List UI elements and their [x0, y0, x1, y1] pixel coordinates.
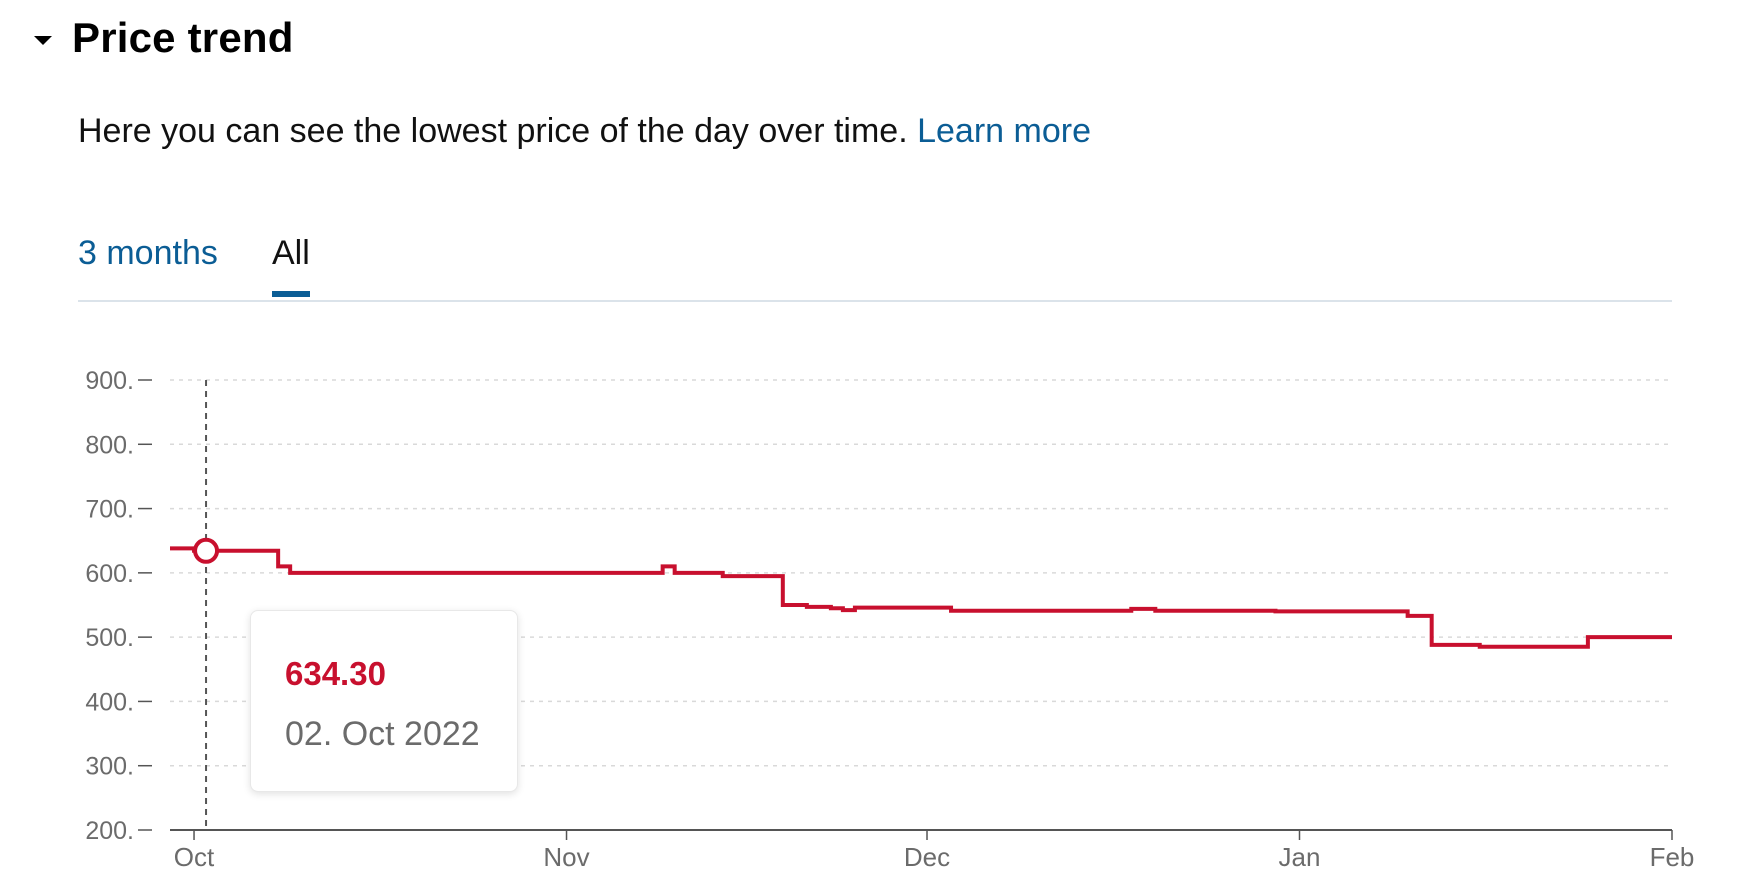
y-tick-label-500: 500.	[85, 624, 134, 652]
x-tick-label-feb: Feb	[1650, 842, 1695, 872]
y-tick-label-200: 200.	[85, 817, 134, 845]
x-tick-label-jan: Jan	[1279, 842, 1321, 872]
y-tick-label-600: 600.	[85, 560, 134, 588]
y-tick-label-300: 300.	[85, 753, 134, 781]
caret-down-icon	[34, 35, 52, 45]
tooltip-date: 02. Oct 2022	[285, 715, 480, 753]
x-tick-label-nov: Nov	[543, 842, 589, 872]
highlight-point	[193, 537, 220, 564]
tab-all[interactable]: All	[272, 234, 310, 297]
x-tick-label-oct: Oct	[174, 842, 215, 872]
learn-more-link[interactable]: Learn more	[917, 112, 1091, 150]
y-tick-label-700: 700.	[85, 496, 134, 524]
section-title: Price trend	[72, 14, 294, 61]
x-tick-label-dec: Dec	[904, 842, 950, 872]
price-tooltip: 634.30 02. Oct 2022	[250, 610, 518, 792]
range-tabs: 3 months All	[78, 228, 1672, 302]
section-description: Here you can see the lowest price of the…	[78, 112, 1091, 151]
section-toggle[interactable]: Price trend	[34, 14, 294, 62]
y-tick-label-400: 400.	[85, 688, 134, 716]
price-step-line	[170, 546, 1672, 649]
description-text: Here you can see the lowest price of the…	[78, 112, 908, 150]
tab-3-months[interactable]: 3 months	[78, 234, 218, 272]
y-tick-label-900: 900.	[85, 367, 134, 395]
tooltip-price: 634.30	[285, 655, 386, 692]
y-tick-label-800: 800.	[85, 431, 134, 459]
